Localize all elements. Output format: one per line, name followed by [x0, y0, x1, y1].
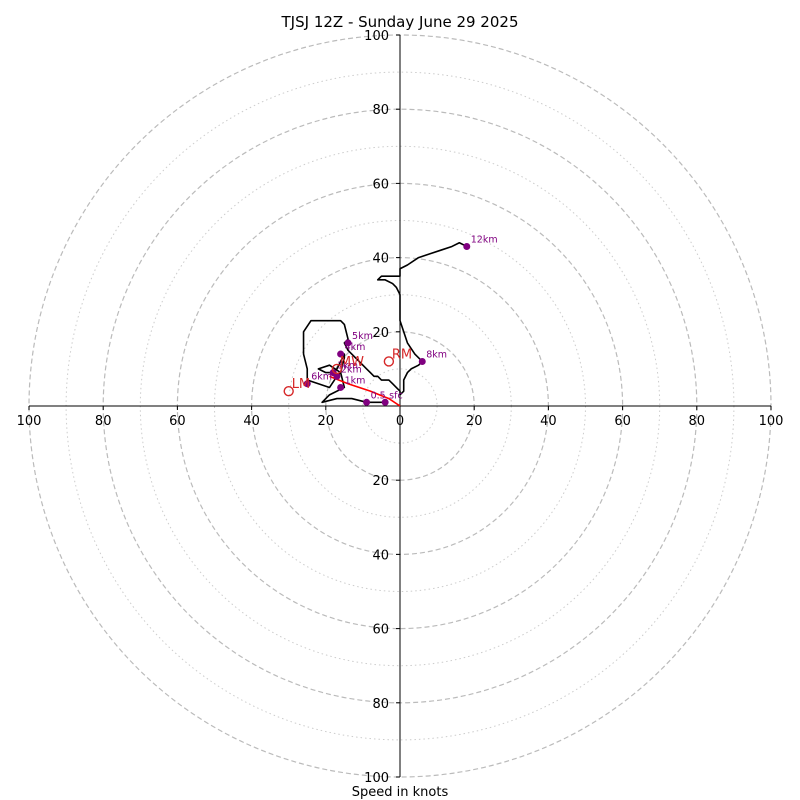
x-tick-label: 60: [169, 414, 186, 429]
chart-title: TJSJ 12Z - Sunday June 29 2025: [281, 13, 519, 31]
height-marker-label: 1km: [345, 375, 366, 386]
x-tick-label: 80: [95, 414, 112, 429]
storm-motion-label: RM: [392, 347, 412, 362]
y-tick-label: 60: [372, 177, 389, 192]
x-tick-label: 20: [318, 414, 335, 429]
x-tick-label: 40: [243, 414, 260, 429]
x-tick-label: 80: [689, 414, 706, 429]
storm-motion-marker: [283, 385, 294, 397]
height-marker-label: 5km: [352, 331, 373, 342]
y-tick-label: 80: [372, 103, 389, 118]
height-marker-dot: [418, 357, 426, 365]
height-marker-label: 4km: [345, 342, 366, 353]
y-tick-label: 20: [372, 326, 389, 341]
y-tick-label: 40: [372, 252, 389, 267]
height-marker-label: 3km: [337, 361, 358, 372]
height-marker-dot: [381, 398, 389, 406]
height-marker-dot: [363, 398, 371, 406]
height-marker-label: 0.5: [371, 390, 386, 401]
x-tick-label: 100: [17, 414, 42, 429]
storm-motion-markers: RM LM MW: [283, 347, 412, 397]
x-tick-label: 20: [466, 414, 483, 429]
x-tick-label: 0: [396, 414, 404, 429]
y-tick-label: 100: [364, 29, 389, 44]
y-tick-label: 40: [372, 548, 389, 563]
height-marker-label: 2km: [341, 364, 362, 375]
storm-motion-label: MW: [340, 355, 364, 370]
height-marker-dot: [463, 242, 471, 250]
height-marker-dot: [337, 383, 345, 391]
height-marker-label: 6km: [311, 372, 332, 383]
height-marker-dot: [344, 339, 352, 347]
y-tick-label: 100: [364, 771, 389, 786]
y-tick-label: 60: [372, 623, 389, 638]
y-tick-label: 20: [372, 474, 389, 489]
y-tick-label: 80: [372, 697, 389, 712]
x-tick-label: 100: [759, 414, 784, 429]
height-marker-dot: [337, 350, 345, 358]
storm-motion-label: LM: [292, 377, 310, 392]
height-marker-label: 12km: [471, 234, 498, 245]
storm-motion-marker: [331, 363, 343, 375]
tick-labels: 100 80 60 40 20 0 20 40 60 80 100 100 80 60 40 20 20 40 60…: [17, 29, 784, 786]
height-marker-label: sfc: [389, 390, 403, 401]
x-axis-label: Speed in knots: [352, 785, 449, 800]
storm-motion-marker: [383, 356, 395, 367]
x-tick-label: 40: [540, 414, 557, 429]
height-marker-dot: [303, 380, 311, 388]
height-marker-dot: [329, 369, 337, 377]
height-marker-label: 8km: [426, 349, 447, 360]
x-tick-label: 60: [614, 414, 631, 429]
shear-vector-line: [329, 375, 401, 407]
